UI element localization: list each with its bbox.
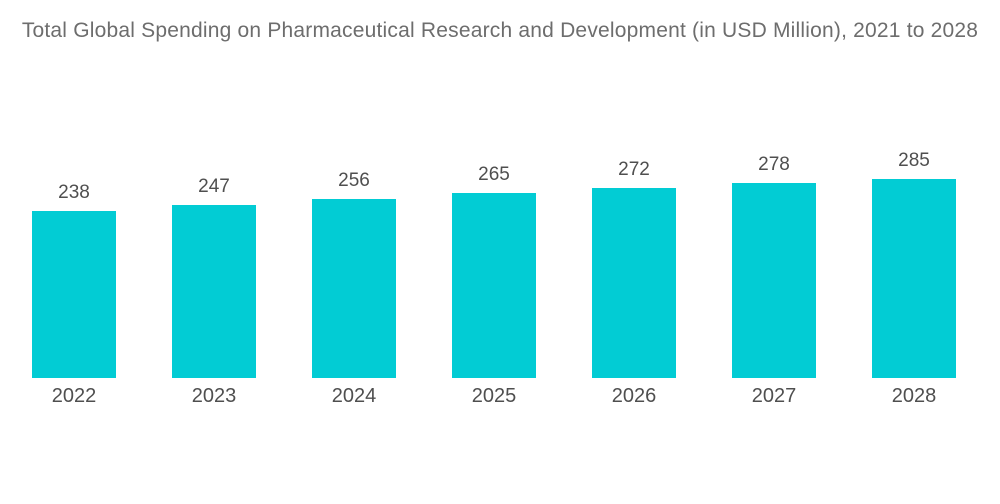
bar-value-label: 247 — [198, 176, 230, 198]
x-axis-label-2027: 2027 — [751, 385, 797, 407]
bar-value-label: 272 — [618, 158, 650, 180]
bar-value-label: 256 — [338, 169, 370, 191]
x-axis-label-2023: 2023 — [191, 385, 237, 407]
bar-2026 — [592, 187, 676, 378]
x-axis: 2022 2023 2024 2025 2026 2027 2028 — [4, 384, 984, 408]
bar-value-label: 278 — [758, 154, 790, 176]
bar-group-2026: 272 — [564, 159, 704, 378]
bar-value-label: 265 — [478, 163, 510, 185]
bar-group-2022: 238 — [4, 182, 144, 378]
bar-2027 — [732, 183, 816, 378]
bar-2023 — [172, 205, 256, 378]
chart-title: Total Global Spending on Pharmaceutical … — [21, 19, 979, 42]
bar-group-2024: 256 — [284, 170, 424, 378]
bar-group-2023: 247 — [144, 176, 284, 378]
bar-plot-area: 238 247 256 265 272 278 285 — [4, 0, 984, 378]
x-axis-label-2024: 2024 — [331, 385, 377, 407]
x-axis-label-2022: 2022 — [51, 385, 97, 407]
bar-2028 — [872, 178, 956, 378]
bar-value-label: 285 — [898, 149, 930, 171]
x-axis-label-2028: 2028 — [891, 385, 937, 407]
bar-group-2027: 278 — [704, 154, 844, 378]
bar-group-2025: 265 — [424, 163, 564, 378]
bar-value-label: 238 — [58, 182, 90, 204]
x-axis-label-2025: 2025 — [471, 385, 517, 407]
bar-2024 — [312, 198, 396, 378]
x-axis-label-2026: 2026 — [611, 385, 657, 407]
bar-group-2028: 285 — [844, 149, 984, 378]
bar-2022 — [32, 211, 116, 378]
bar-2025 — [452, 192, 536, 378]
